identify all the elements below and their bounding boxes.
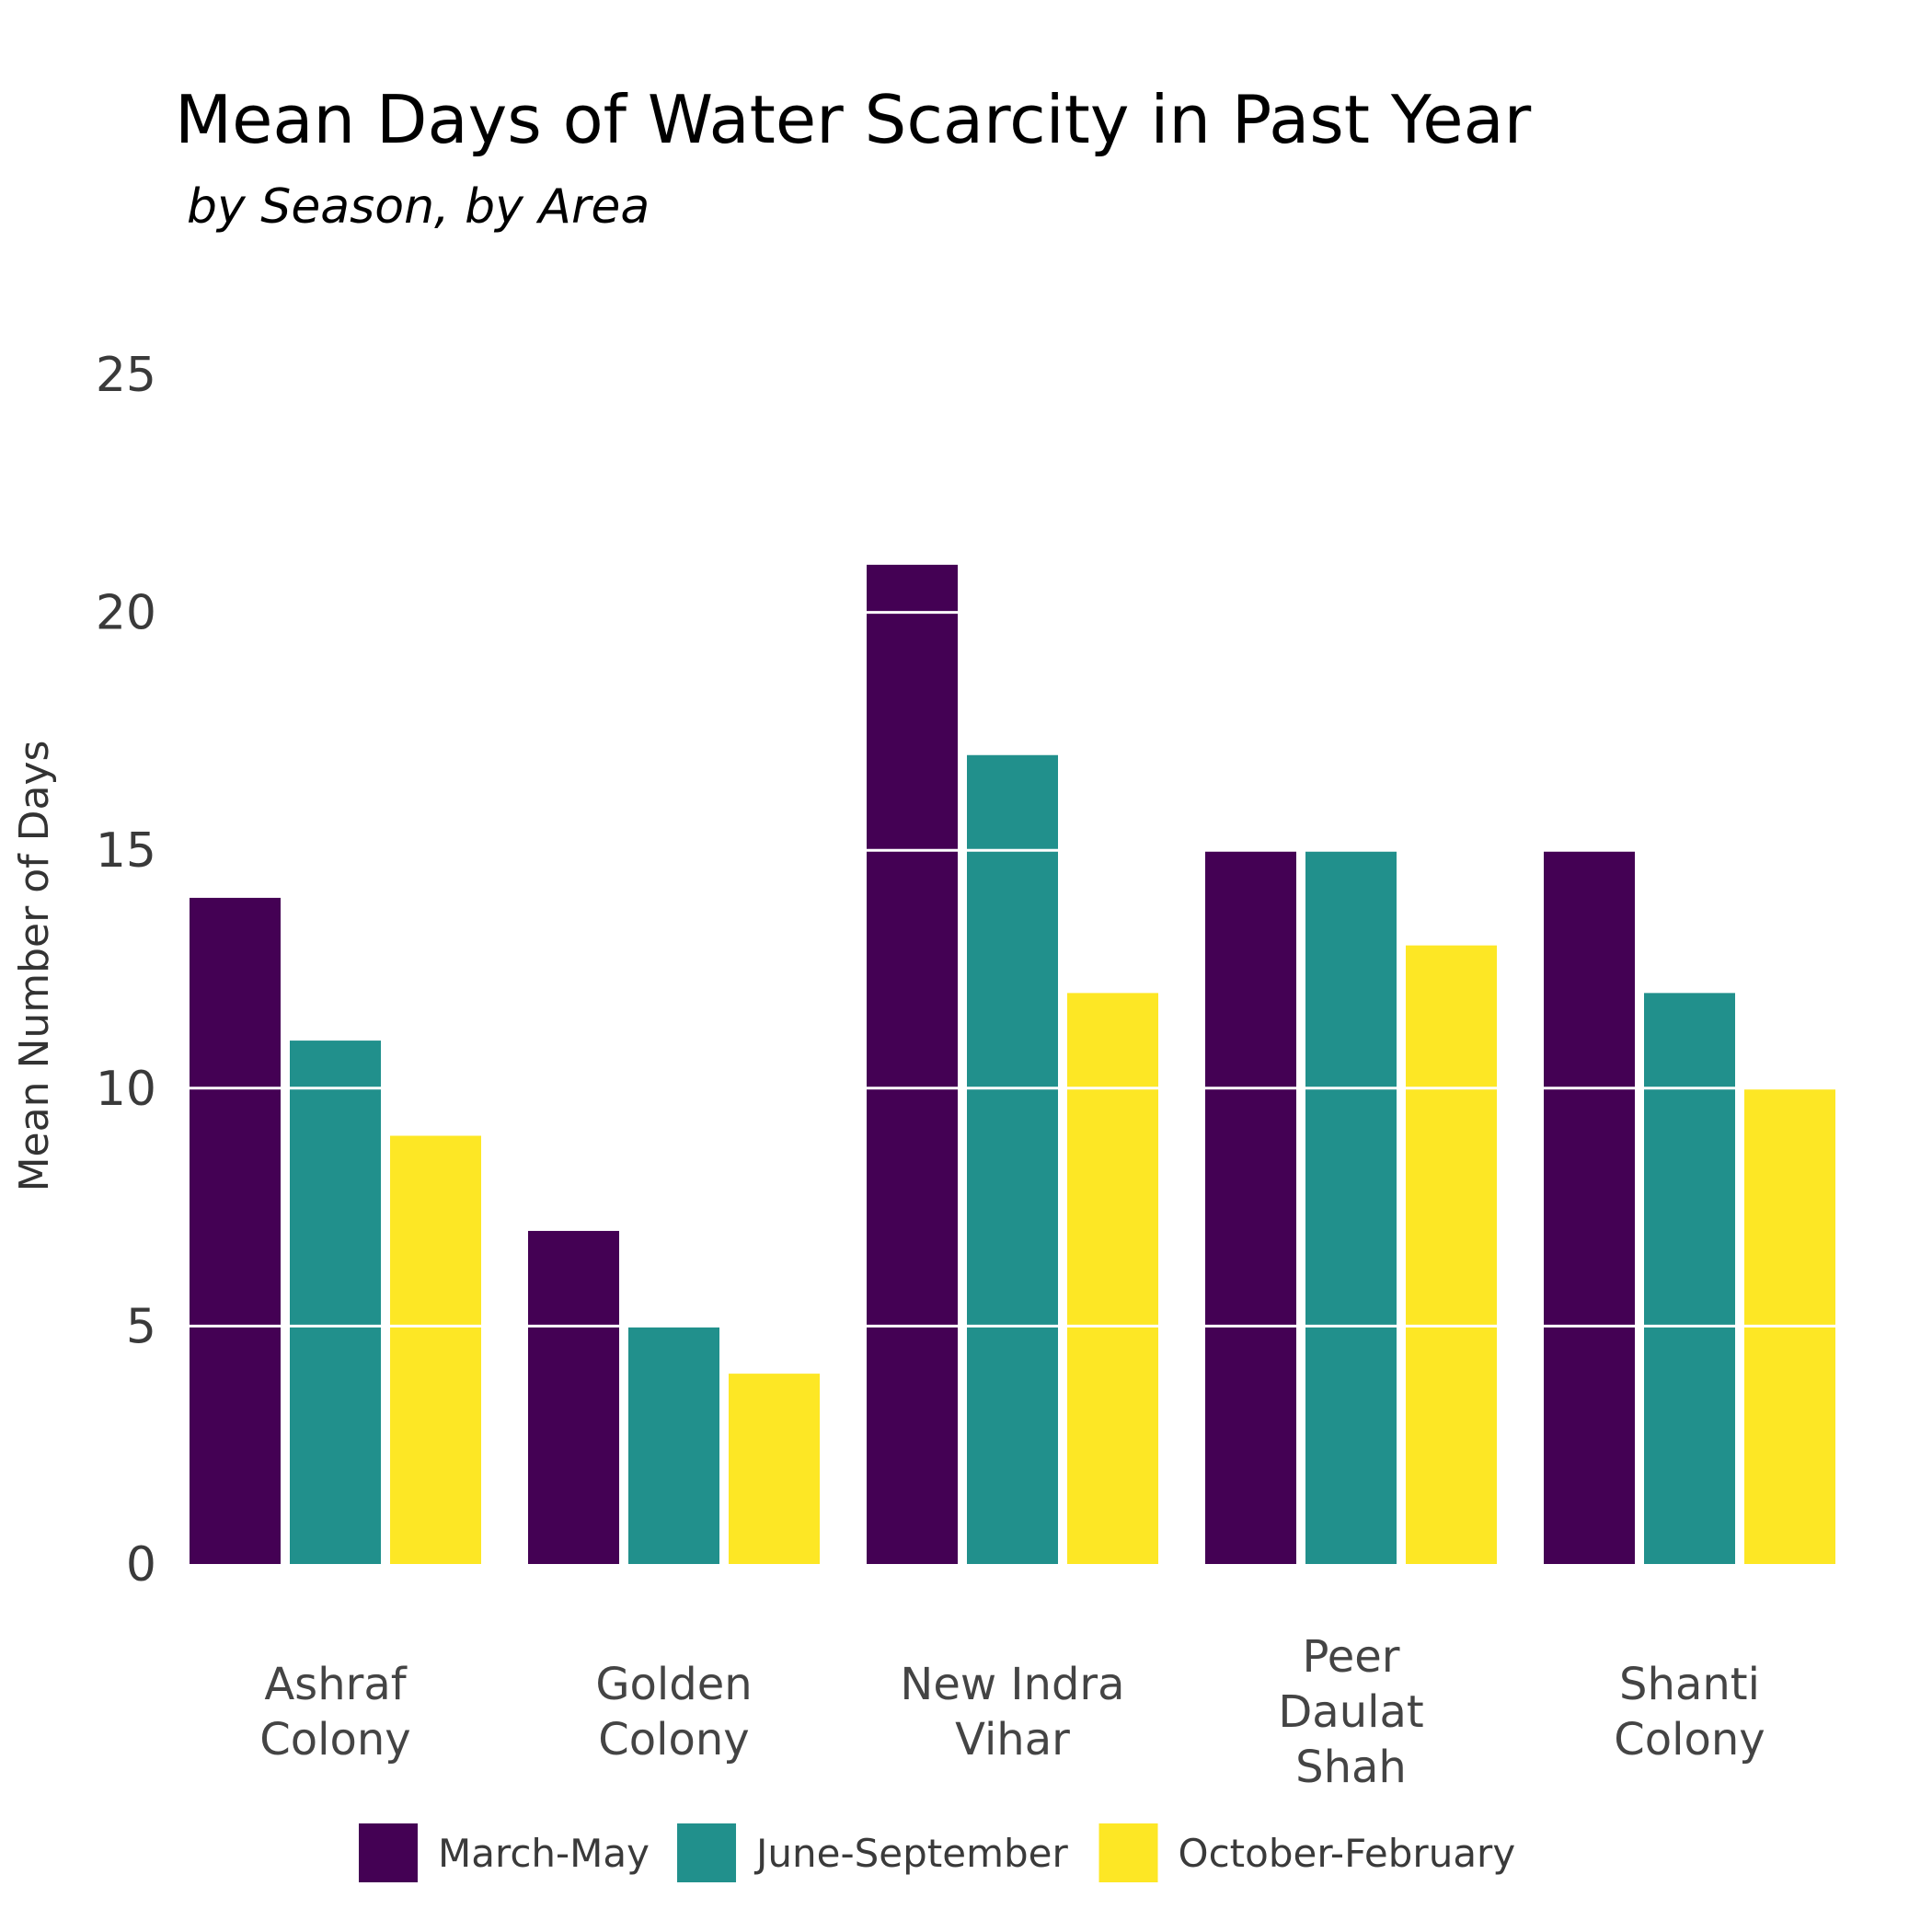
x-tick-label: Ashraf Colony bbox=[259, 1659, 410, 1765]
chart-subtitle: by Season, by Area bbox=[187, 179, 650, 235]
legend-label-june-september: June-September bbox=[753, 1831, 1069, 1876]
bar-october-february-2 bbox=[1067, 993, 1158, 1564]
y-tick-label: 15 bbox=[96, 823, 156, 879]
bar-october-february-1 bbox=[729, 1374, 820, 1564]
y-axis-ticks: 0 5 10 15 20 25 bbox=[96, 348, 156, 1593]
x-tick-label: Golden Colony bbox=[595, 1659, 752, 1765]
y-tick-label: 0 bbox=[126, 1537, 156, 1593]
x-tick-label-line: Ashraf bbox=[264, 1659, 407, 1710]
bar-june-september-3 bbox=[1305, 850, 1397, 1564]
x-tick-label-line: Colony bbox=[598, 1714, 749, 1765]
x-tick-label: New Indra Vihar bbox=[900, 1659, 1124, 1765]
bars bbox=[190, 564, 1835, 1564]
bar-march-may-1 bbox=[528, 1230, 619, 1564]
x-tick-label-line: Shanti bbox=[1619, 1659, 1760, 1710]
bar-october-february-0 bbox=[390, 1135, 481, 1564]
bar-june-september-2 bbox=[967, 754, 1058, 1564]
bar-october-february-3 bbox=[1406, 945, 1497, 1564]
y-tick-label: 10 bbox=[96, 1062, 156, 1117]
legend-swatch-october-february bbox=[1098, 1823, 1158, 1882]
chart-title: Mean Days of Water Scarcity in Past Year bbox=[175, 81, 1532, 158]
y-axis-label: Mean Number of Days bbox=[11, 741, 58, 1192]
x-tick-label-line: Colony bbox=[1614, 1714, 1765, 1765]
x-tick-label-line: Colony bbox=[259, 1714, 410, 1765]
x-tick-label-line: Shah bbox=[1295, 1742, 1407, 1793]
legend-label-march-may: March-May bbox=[438, 1831, 650, 1876]
bar-june-september-0 bbox=[290, 1041, 381, 1564]
x-tick-label-line: Daulat bbox=[1278, 1686, 1423, 1738]
bar-june-september-4 bbox=[1644, 993, 1735, 1564]
y-tick-label: 5 bbox=[126, 1299, 156, 1354]
x-tick-label: Shanti Colony bbox=[1614, 1659, 1765, 1765]
bar-june-september-1 bbox=[628, 1326, 719, 1564]
bar-march-may-4 bbox=[1544, 850, 1635, 1564]
legend-swatch-june-september bbox=[677, 1823, 737, 1882]
gridlines bbox=[190, 611, 1882, 1328]
x-tick-label-line: Golden bbox=[595, 1659, 752, 1710]
x-tick-label-line: Vihar bbox=[955, 1714, 1070, 1765]
legend-label-october-february: October-February bbox=[1179, 1831, 1516, 1876]
bar-march-may-3 bbox=[1205, 850, 1296, 1564]
bar-march-may-2 bbox=[867, 564, 958, 1564]
legend: March-May June-September October-February bbox=[359, 1823, 1515, 1882]
x-tick-label-line: Peer bbox=[1302, 1631, 1399, 1683]
legend-swatch-march-may bbox=[359, 1823, 418, 1882]
x-tick-label-line: New Indra bbox=[900, 1659, 1124, 1710]
bar-march-may-0 bbox=[190, 897, 281, 1564]
y-tick-label: 25 bbox=[96, 348, 156, 403]
y-tick-label: 20 bbox=[96, 586, 156, 641]
x-tick-label: Peer Daulat Shah bbox=[1278, 1631, 1423, 1793]
